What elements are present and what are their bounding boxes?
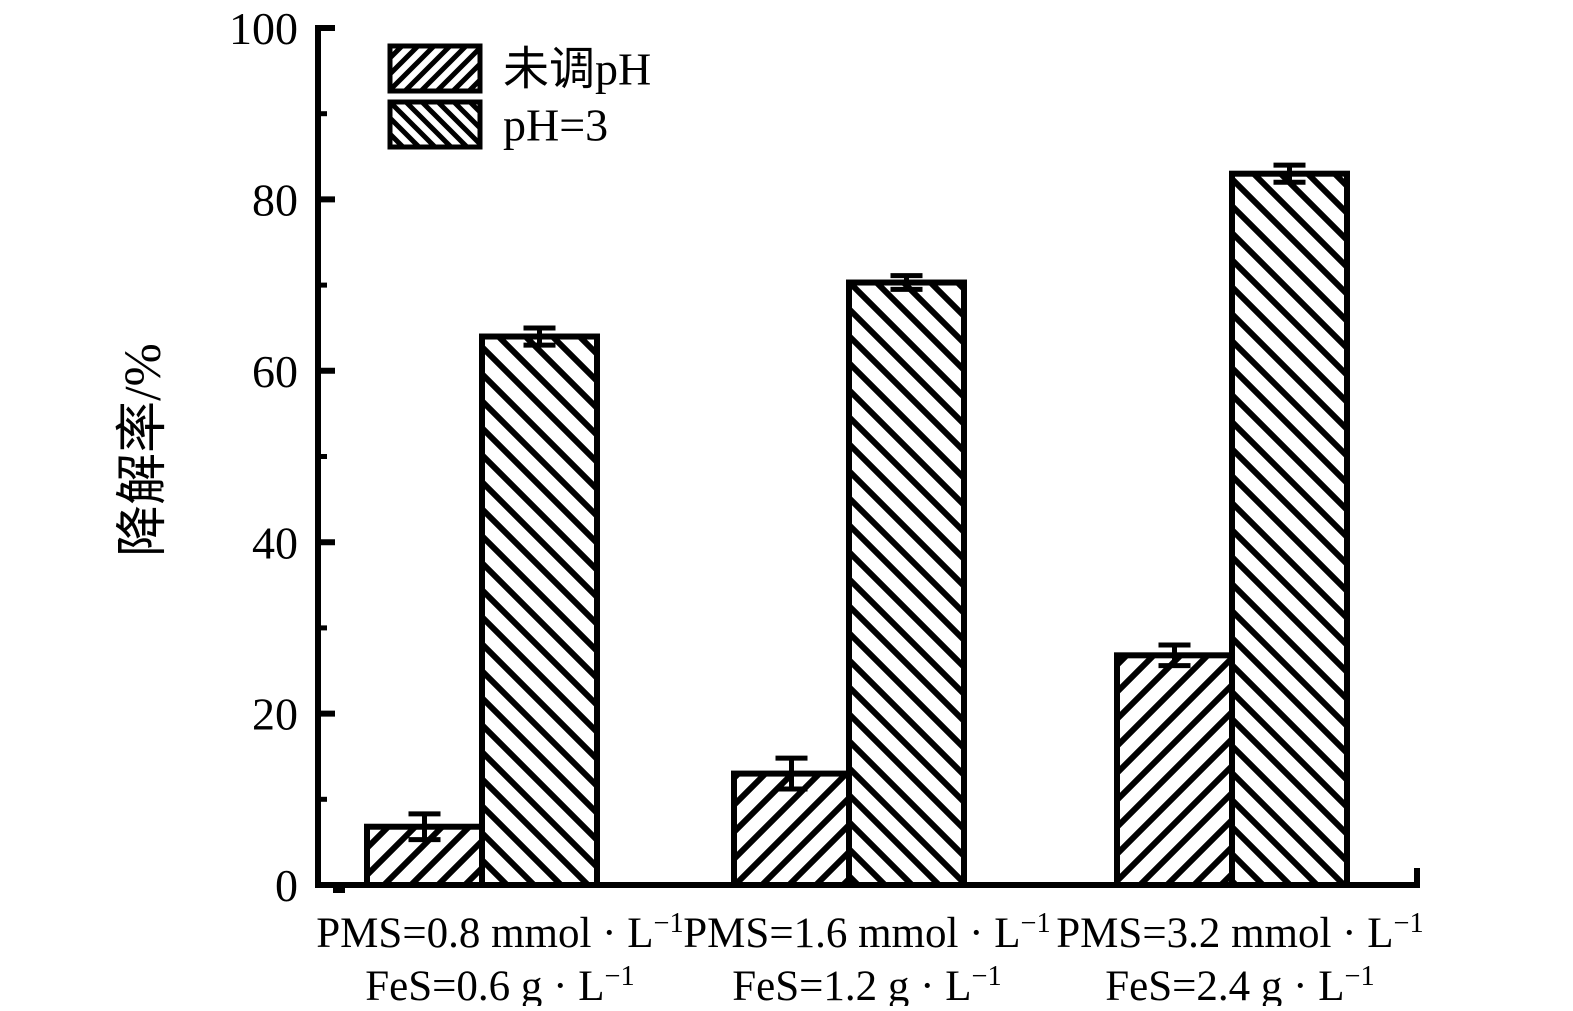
error-bar (1273, 162, 1306, 185)
bar (479, 333, 600, 888)
error-bar (890, 273, 923, 292)
y-tick-label: 80 (252, 175, 298, 226)
bar (846, 279, 967, 888)
x-category-label-line1: PMS=0.8 mmol · L−1 (316, 908, 683, 957)
error-bar (408, 811, 441, 843)
y-tick-label: 60 (252, 346, 298, 397)
y-tick-label: 40 (252, 517, 298, 568)
legend-label: 未调pH (503, 44, 651, 95)
bar (1114, 652, 1235, 888)
axes-layer (315, 25, 1420, 893)
y-tick-label: 20 (252, 689, 298, 740)
y-axis-title: 降解率/% (115, 343, 172, 557)
legend-label: pH=3 (503, 100, 608, 151)
x-category-label-line2: FeS=0.6 g · L−1 (365, 961, 634, 1006)
legend-swatch (387, 43, 483, 94)
error-bar (775, 755, 808, 792)
bars-layer (364, 162, 1350, 889)
y-tick-label: 0 (275, 860, 298, 911)
x-category-label-line2: FeS=1.2 g · L−1 (732, 961, 1001, 1006)
legend-swatch (387, 99, 483, 150)
x-axis-start-tick (333, 885, 345, 893)
error-bar (1158, 642, 1191, 669)
bar (1229, 170, 1350, 888)
x-category-label-line2: FeS=2.4 g · L−1 (1105, 961, 1374, 1006)
y-tick-label: 100 (229, 3, 298, 54)
x-category-label-line1: PMS=3.2 mmol · L−1 (1056, 908, 1423, 957)
x-category-label-line1: PMS=1.6 mmol · L−1 (683, 908, 1050, 957)
error-bar (523, 325, 556, 348)
